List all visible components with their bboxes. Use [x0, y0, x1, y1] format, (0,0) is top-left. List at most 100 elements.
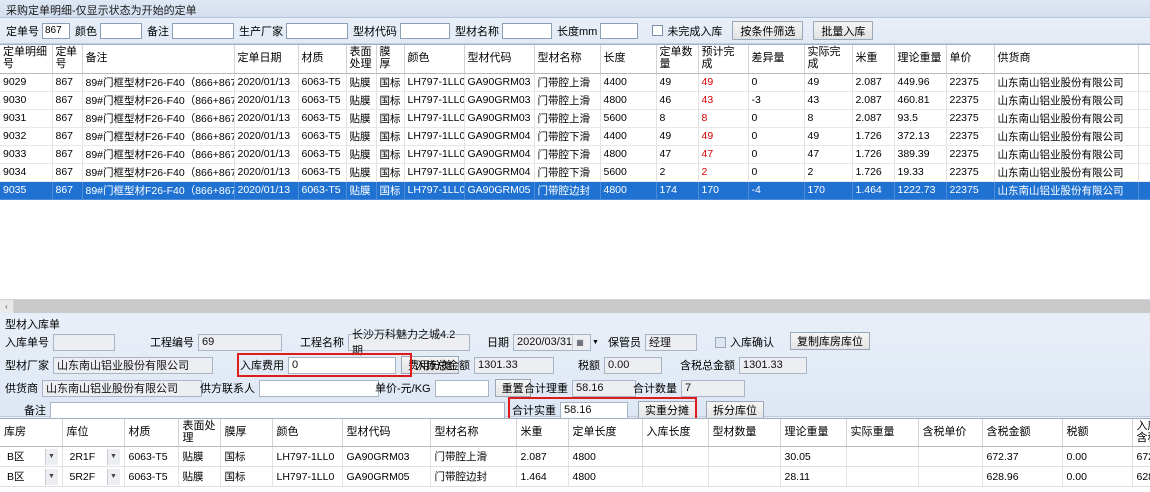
col2-warehouse[interactable]: 库房 [0, 419, 63, 448]
col-date[interactable]: 定单日期 [234, 45, 299, 74]
date-value[interactable]: 2020/03/31 ▦ [513, 333, 591, 351]
factory-input[interactable] [286, 22, 348, 39]
fee-share-button[interactable]: 费用分摊 [401, 356, 459, 374]
total-actual-value[interactable]: 58.16 [560, 401, 628, 419]
col-film[interactable]: 膜厚 [376, 45, 405, 74]
copy-location-button[interactable]: 复制库房库位 [790, 332, 870, 350]
col2-profile-code[interactable]: 型材代码 [342, 419, 431, 448]
col-price[interactable]: 单价 [946, 45, 995, 74]
order-no-input[interactable] [42, 22, 70, 39]
col2-theory-weight[interactable]: 理论重量 [780, 419, 847, 448]
col2-meter-weight[interactable]: 米重 [516, 419, 569, 448]
chevron-down-icon[interactable]: ▼ [44, 448, 58, 465]
col-profile-code[interactable]: 型材代码 [464, 45, 535, 74]
confirm-checkbox[interactable]: 入库确认 [715, 333, 774, 351]
purchase-order-detail-grid[interactable]: 定单明细号 定单号 备注 定单日期 材质 表面处理 膜厚 颜色 型材代码 型材名… [0, 44, 1150, 308]
cell-material: 6063-T5 [298, 73, 347, 92]
remark-input[interactable] [172, 22, 234, 39]
batch-in-button[interactable]: 批量入库 [813, 21, 874, 40]
col2-material[interactable]: 材质 [124, 419, 179, 448]
unit-price-value[interactable] [434, 379, 489, 397]
project-name-value[interactable]: 长沙万科魅力之城4.2期 [348, 329, 470, 357]
col2-film[interactable]: 膜厚 [220, 419, 273, 448]
tax-total-value[interactable]: 1301.33 [739, 356, 807, 374]
scroll-track[interactable] [14, 300, 1150, 313]
col-theory-weight[interactable]: 理论重量 [894, 45, 947, 74]
in-fee-value[interactable]: 0 [288, 356, 396, 374]
profile-name-input[interactable] [502, 22, 552, 39]
total-qty-value[interactable]: 7 [681, 379, 745, 397]
col-supplier[interactable]: 供货商 [994, 45, 1139, 74]
supplier-value[interactable]: 山东南山铝业股份有限公司 [42, 379, 202, 397]
col-order-no[interactable]: 定单号 [52, 45, 83, 74]
col2-profile-name[interactable]: 型材名称 [430, 419, 517, 448]
cell2-location[interactable]: 2R1F ▼ [62, 446, 125, 468]
profile-code-input[interactable] [400, 22, 450, 39]
incomplete-checkbox-label: 未完成入库 [667, 25, 723, 38]
col2-actual-weight[interactable]: 实际重量 [846, 419, 919, 448]
table-row[interactable]: 9035 867 89#门框型材F26-F40（866+867） 2020/01/13… [0, 181, 1150, 200]
col-color[interactable]: 颜色 [404, 45, 465, 74]
total-amount-label: 入库总金额 [415, 360, 470, 372]
col-expected[interactable]: 预计完成 [698, 45, 749, 74]
col-actual[interactable]: 实际完成 [804, 45, 853, 74]
cell2-in-length: 4800 [642, 466, 709, 488]
col-meter-weight[interactable]: 米重 [852, 45, 895, 74]
cell2-location[interactable]: 5R2F ▼ [62, 466, 125, 488]
contact-value[interactable] [259, 379, 379, 397]
col-qty[interactable]: 定单数量 [656, 45, 699, 74]
tax-value[interactable]: 0.00 [604, 356, 662, 374]
date-dropdown-icon[interactable]: ▼ [592, 338, 599, 346]
col-detail-no[interactable]: 定单明细号 [0, 45, 53, 74]
incomplete-checkbox[interactable]: 未完成入库 [652, 23, 722, 39]
table-row[interactable]: 9029 867 89#门框型材F26-F40（866+867） 2020/01/13… [0, 73, 1150, 92]
form-remark-value[interactable] [50, 401, 505, 419]
cell-film: 国标 [376, 109, 405, 128]
table-row[interactable]: B区 ▼ 5R2F ▼ 6063-T5 贴膜 国标 LH797-1LL0 GA90GRM05 门带… [0, 466, 1150, 488]
scroll-left-icon[interactable]: ‹ [0, 300, 14, 313]
table-row[interactable]: B区 ▼ 2R1F ▼ 6063-T5 贴膜 国标 LH797-1LL0 GA90GRM03 门带… [0, 446, 1150, 468]
in-no-value[interactable] [53, 333, 115, 351]
table-row[interactable]: 9032 867 89#门框型材F26-F40（866+867） 2020/01/13… [0, 127, 1150, 146]
length-input[interactable] [600, 22, 639, 39]
col2-color[interactable]: 颜色 [272, 419, 343, 448]
manufacturer-value[interactable]: 山东南山铝业股份有限公司 [53, 356, 213, 374]
table-row[interactable]: 9033 867 89#门框型材F26-F40（866+867） 2020/01/13… [0, 145, 1150, 164]
col2-tax[interactable]: 税额 [1062, 419, 1133, 448]
col2-order-length[interactable]: 定单长度 [568, 419, 643, 448]
table-row[interactable]: 9031 867 89#门框型材F26-F40（866+867） 2020/01/13… [0, 109, 1150, 128]
color-input[interactable] [100, 22, 142, 39]
col2-tax-unit-price[interactable]: 含税单价 [918, 419, 983, 448]
reset-button[interactable]: 重置 [494, 379, 531, 397]
table-row[interactable]: 9030 867 89#门框型材F26-F40（866+867） 2020/01/13… [0, 91, 1150, 110]
col-length[interactable]: 长度 [600, 45, 657, 74]
col-extra[interactable] [1138, 45, 1150, 74]
total-theory-value[interactable]: 58.16 [572, 379, 636, 397]
split-location-button[interactable]: 拆分库位 [706, 401, 764, 419]
col2-amount-no-tax[interactable]: 入库金额(不含税) [1132, 419, 1150, 448]
col2-surface[interactable]: 表面处理 [178, 419, 221, 448]
top-grid-hscrollbar[interactable]: ‹ [0, 299, 1150, 313]
col2-in-length[interactable]: 入库长度 [642, 419, 709, 448]
chevron-down-icon[interactable]: ▼ [106, 448, 120, 465]
col-surface[interactable]: 表面处理 [346, 45, 377, 74]
col2-tax-amount[interactable]: 含税金额 [982, 419, 1063, 448]
cell2-warehouse[interactable]: B区 ▼ [0, 466, 63, 488]
col-diff[interactable]: 差异量 [748, 45, 805, 74]
keeper-value[interactable]: 经理 [645, 333, 697, 351]
filter-button[interactable]: 按条件筛选 [732, 21, 804, 40]
col-profile-name[interactable]: 型材名称 [534, 45, 601, 74]
actual-share-button[interactable]: 实重分摊 [638, 401, 696, 419]
stock-in-detail-grid[interactable]: 库房 库位 材质 表面处理 膜厚 颜色 型材代码 型材名称 米重 定单长度 入库… [0, 418, 1150, 492]
calendar-icon[interactable]: ▦ [572, 334, 587, 350]
col2-location[interactable]: 库位 [62, 419, 125, 448]
project-code-value[interactable]: 69 [198, 333, 282, 351]
table-row[interactable]: 9034 867 89#门框型材F26-F40（866+867） 2020/01/13… [0, 163, 1150, 182]
chevron-down-icon[interactable]: ▼ [44, 468, 58, 485]
chevron-down-icon[interactable]: ▼ [106, 468, 120, 485]
total-amount-value[interactable]: 1301.33 [474, 356, 554, 374]
col2-qty[interactable]: 型材数量 [708, 419, 781, 448]
cell2-warehouse[interactable]: B区 ▼ [0, 446, 63, 468]
col-material[interactable]: 材质 [298, 45, 347, 74]
col-remark[interactable]: 备注 [82, 45, 235, 74]
